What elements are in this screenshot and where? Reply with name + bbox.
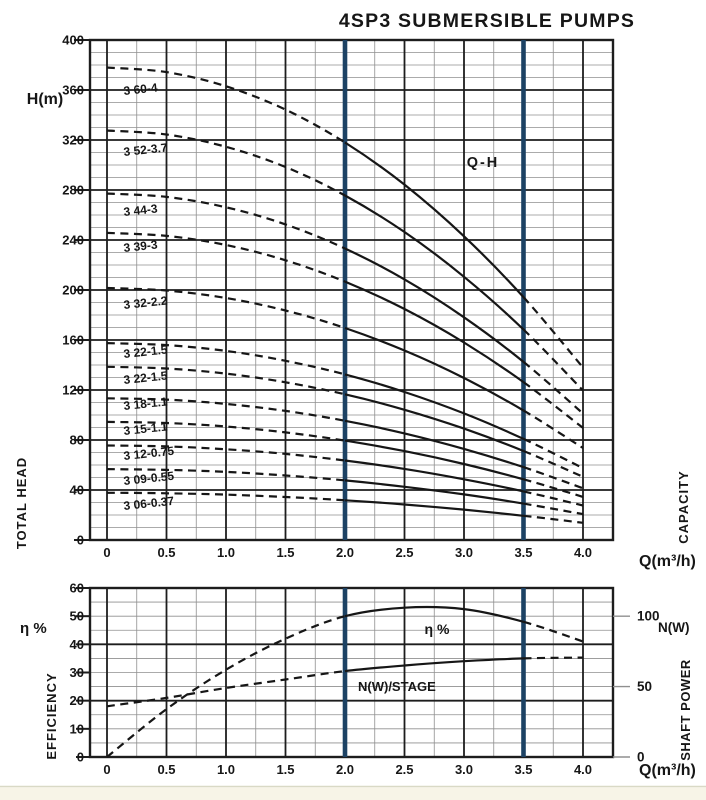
curve-label: 3 12-0.75 — [123, 444, 175, 463]
y-tick-label: 160 — [62, 333, 84, 348]
efficiency-tick-label: 60 — [70, 581, 84, 596]
efficiency-tick-label: 40 — [70, 637, 84, 652]
efficiency-curve — [106, 605, 584, 758]
efficiency-curve-label: η % — [425, 621, 450, 637]
footer-strip — [0, 787, 706, 800]
right-axis-title: CAPACITY — [676, 470, 691, 543]
curve-label: 3 06-0.37 — [123, 494, 175, 513]
x-axis-unit-label: Q(m³/h) — [639, 762, 696, 779]
power-tick-label: 50 — [637, 679, 652, 694]
x-tick-label: 4.0 — [574, 545, 592, 560]
qh-curve-7 — [106, 397, 584, 490]
qh-curve-9 — [106, 444, 584, 507]
curve-label: 3 18-1.1 — [123, 394, 169, 413]
left-axis-unit-label: η % — [20, 620, 47, 637]
power-tick-label: 0 — [637, 750, 645, 765]
left-axis-title: EFFICIENCY — [44, 672, 59, 759]
y-tick-label: 320 — [62, 133, 84, 148]
y-axis-unit-label: H(m) — [27, 91, 63, 108]
x-tick-label: 2.5 — [395, 762, 413, 777]
y-tick-label: 80 — [70, 433, 84, 448]
x-axis-unit-label: Q(m³/h) — [639, 553, 696, 570]
y-tick-label: 400 — [62, 33, 84, 48]
grid-minor-lines — [90, 588, 614, 757]
qh-curve-0 — [106, 66, 584, 369]
qh-curve-4 — [106, 286, 584, 449]
qh-curve-2 — [106, 192, 584, 415]
y-tick-label: 240 — [62, 233, 84, 248]
x-tick-label: 3.0 — [455, 545, 473, 560]
efficiency-tick-label: 50 — [70, 609, 84, 624]
y-tick-label: 200 — [62, 283, 84, 298]
x-tick-label: 1.5 — [276, 762, 294, 777]
curve-label: 3 22-1.5 — [123, 342, 169, 361]
x-tick-label: 0 — [103, 762, 110, 777]
x-tick-label: 0.5 — [157, 545, 175, 560]
power-curve-label: N(W)/STAGE — [358, 679, 436, 694]
qh-curve-11 — [106, 491, 584, 524]
x-tick-label: 1.0 — [217, 545, 235, 560]
qh-curve-5 — [106, 342, 584, 470]
curve-label: 3 44-3 — [123, 201, 159, 219]
curve-label: 3 15-1.1 — [123, 419, 169, 438]
efficiency-tick-label: 20 — [70, 693, 84, 708]
y-tick-label: 120 — [62, 383, 84, 398]
x-tick-label: 2.5 — [395, 545, 413, 560]
curve-label: 3 39-3 — [123, 237, 159, 255]
y-tick-label: 40 — [70, 483, 84, 498]
x-tick-label: 4.0 — [574, 762, 592, 777]
x-tick-label: 1.0 — [217, 762, 235, 777]
y-tick-label: 0 — [77, 533, 84, 548]
x-tick-label: 1.5 — [276, 545, 294, 560]
x-tick-label: 0 — [103, 545, 110, 560]
efficiency-tick-label: 0 — [77, 750, 84, 765]
right-axis-title: SHAFT POWER — [678, 659, 693, 761]
right-axis-unit-label: N(W) — [658, 620, 689, 635]
power-per-stage-curve — [106, 656, 584, 708]
curve-label: 3 32-2.2 — [123, 293, 169, 312]
curve-label: 3 09-0.55 — [123, 469, 175, 488]
x-tick-label: 2.0 — [336, 762, 354, 777]
efficiency-tick-label: 10 — [70, 721, 84, 736]
qh-curve-6 — [106, 365, 584, 478]
x-tick-label: 2.0 — [336, 545, 354, 560]
y-tick-label: 280 — [62, 183, 84, 198]
y-axis-title: TOTAL HEAD — [14, 457, 29, 549]
page-title: 4SP3 SUBMERSIBLE PUMPS — [339, 10, 635, 32]
curve-label: 3 60-4 — [123, 80, 159, 98]
qh-region-label: Q-H — [467, 155, 500, 171]
efficiency-tick-label: 30 — [70, 665, 84, 680]
x-tick-label: 0.5 — [157, 762, 175, 777]
curve-label: 3 22-1.5 — [123, 368, 169, 387]
qh-curve-8 — [106, 420, 584, 498]
y-tick-label: 360 — [62, 83, 84, 98]
grid-minor-lines — [90, 40, 614, 540]
qh-curve-10 — [106, 468, 584, 516]
power-tick-label: 100 — [637, 609, 660, 624]
curve-label: 3 52-3.7 — [123, 140, 169, 159]
x-tick-label: 3.5 — [514, 762, 532, 777]
qh-curve-1 — [106, 129, 584, 392]
qh-curve-3 — [106, 231, 584, 429]
x-tick-label: 3.5 — [514, 545, 532, 560]
x-tick-label: 3.0 — [455, 762, 473, 777]
